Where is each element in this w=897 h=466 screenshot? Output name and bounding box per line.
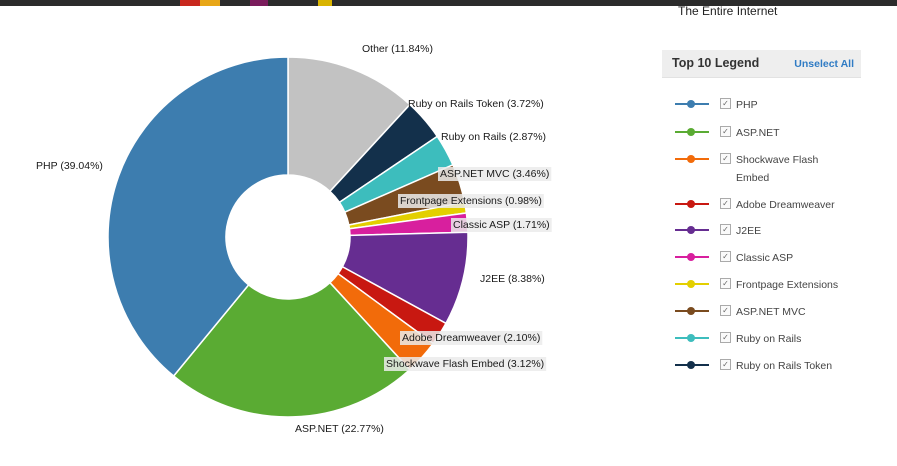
legend-item-label: ASP.NET MVC [736, 306, 806, 318]
top-bar-stripe [250, 0, 268, 6]
series-swatch-icon [675, 100, 709, 108]
slice-label-background [400, 331, 543, 345]
top-bar-stripe [318, 0, 332, 6]
series-swatch-icon [675, 128, 709, 136]
slices-group [107, 56, 469, 418]
legend-checkbox[interactable]: ✓ [720, 359, 731, 370]
series-dot [687, 100, 695, 108]
slice-label-php: PHP (39.04%) [36, 160, 103, 172]
slice-asp-net[interactable] [172, 281, 411, 418]
legend-item-label: Adobe Dreamweaver [736, 199, 835, 211]
unselect-all-link[interactable]: Unselect All [794, 58, 854, 70]
series-swatch-icon [675, 334, 709, 342]
legend-checkbox[interactable]: ✓ [720, 251, 731, 262]
top-bar-stripe [180, 0, 200, 6]
series-dot [687, 155, 695, 163]
top-bar [0, 0, 897, 6]
slice-label-shockwave-flash-embed: Shockwave Flash Embed (3.12%) [386, 358, 544, 370]
slice-label-classic-asp: Classic ASP (1.71%) [453, 219, 550, 231]
legend-title: Top 10 Legend [672, 56, 760, 70]
legend-item-label: Ruby on Rails [736, 333, 802, 345]
slice-label-asp-net: ASP.NET (22.77%) [295, 423, 384, 435]
series-dot [687, 226, 695, 234]
slice-label-background [451, 218, 552, 232]
legend-item-label: Shockwave Flash Embed [736, 154, 819, 184]
series-dot [687, 200, 695, 208]
slice-php[interactable] [107, 56, 289, 378]
legend-checkbox[interactable]: ✓ [720, 126, 731, 137]
slice-label-adobe-dreamweaver: Adobe Dreamweaver (2.10%) [402, 332, 540, 344]
legend-item-label: Frontpage Extensions [736, 279, 839, 291]
donut-chart: Other (11.84%) Ruby on Rails Token (3.72%… [36, 43, 552, 435]
legend-checkbox[interactable]: ✓ [720, 332, 731, 343]
series-swatch-icon [675, 280, 709, 288]
series-dot [687, 128, 695, 136]
legend-checkbox[interactable]: ✓ [720, 153, 731, 164]
legend-item-label: Classic ASP [736, 252, 794, 264]
legend-item-label: Ruby on Rails Token [736, 360, 833, 372]
top-bar-stripe [200, 0, 220, 6]
legend-header: Top 10 Legend Unselect All [662, 50, 861, 78]
slice-label-j2ee: J2EE (8.38%) [480, 273, 545, 285]
slice-label-background [438, 167, 552, 181]
slice-label-asp-net-mvc: ASP.NET MVC (3.46%) [440, 168, 549, 180]
series-dot [687, 280, 695, 288]
legend-checkbox[interactable]: ✓ [720, 224, 731, 235]
legend-checkbox[interactable]: ✓ [720, 305, 731, 316]
legend-item-label: PHP [736, 99, 758, 111]
legend-checkbox[interactable]: ✓ [720, 198, 731, 209]
labels-group: Other (11.84%) Ruby on Rails Token (3.72%… [36, 43, 552, 435]
series-dot [687, 307, 695, 315]
series-swatch-icon [675, 361, 709, 369]
slice-label-background [398, 194, 544, 208]
legend-checkbox[interactable]: ✓ [720, 278, 731, 289]
legend-item-label: ASP.NET [736, 127, 780, 139]
series-swatch-icon [675, 200, 709, 208]
legend-checkbox[interactable]: ✓ [720, 98, 731, 109]
series-dot [687, 334, 695, 342]
series-swatch-icon [675, 226, 709, 234]
series-dot [687, 253, 695, 261]
legend-item-label: J2EE [736, 225, 762, 237]
series-swatch-icon [675, 155, 709, 163]
slice-label-other: Other (11.84%) [362, 43, 433, 55]
slice-label-ruby-on-rails-token: Ruby on Rails Token (3.72%) [408, 98, 544, 110]
series-swatch-icon [675, 253, 709, 261]
slice-label-ruby-on-rails: Ruby on Rails (2.87%) [441, 131, 546, 143]
chart-subtitle: The Entire Internet [678, 4, 778, 18]
series-swatch-icon [675, 307, 709, 315]
slice-label-background [384, 357, 547, 371]
slice-label-frontpage-extensions: Frontpage Extensions (0.98%) [400, 195, 542, 207]
legend-panel: Top 10 Legend Unselect All ✓ PHP ✓ ASP.N… [662, 50, 861, 372]
series-dot [687, 361, 695, 369]
